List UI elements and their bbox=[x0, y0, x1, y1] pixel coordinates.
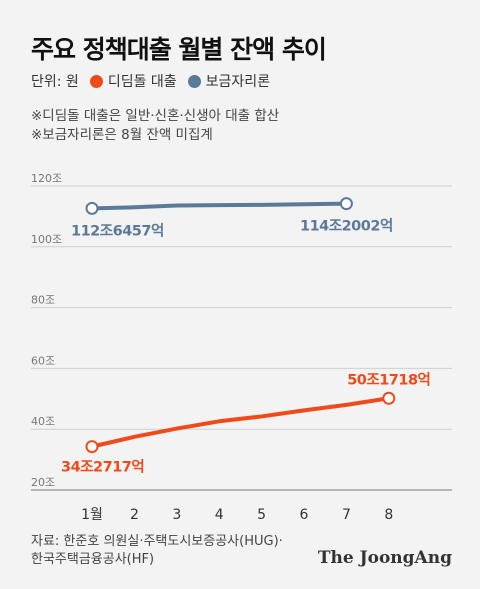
y-tick-label: 40조 bbox=[31, 415, 55, 428]
note-1: ※디딤돌 대출은 일반·신혼·신생아 대출 합산 bbox=[31, 108, 280, 124]
data-label: 50조1718억 bbox=[347, 370, 430, 388]
data-point bbox=[339, 197, 353, 211]
data-label: 112조6457억 bbox=[71, 221, 164, 239]
x-tick-label: 7 bbox=[342, 507, 351, 523]
legend: 단위: 원 디딤돌 대출 보금자리론 bbox=[31, 71, 270, 91]
source-line-1: 자료: 한준호 의원실·주택도시보증공사(HUG)· bbox=[31, 534, 283, 549]
y-tick-label: 80조 bbox=[31, 294, 55, 307]
series-line bbox=[90, 396, 391, 449]
y-tick-label: 120조 bbox=[31, 172, 62, 185]
brand-logo: The JoongAng bbox=[317, 548, 452, 568]
y-tick-label: 20조 bbox=[31, 476, 55, 489]
source-line-2: 한국주택금융공사(HF) bbox=[31, 552, 155, 567]
data-point bbox=[382, 391, 396, 405]
x-tick-label: 5 bbox=[257, 507, 266, 523]
legend-swatch-didimdol bbox=[89, 74, 103, 88]
x-tick-label: 8 bbox=[384, 507, 393, 523]
note-2: ※보금자리론은 8월 잔액 미집계 bbox=[31, 127, 213, 143]
y-tick-label: 100조 bbox=[31, 233, 62, 246]
x-tick-label: 3 bbox=[172, 507, 181, 523]
unit-label: 단위: 원 bbox=[31, 74, 79, 90]
legend-label-bogeumjari: 보금자리론 bbox=[205, 74, 271, 90]
legend-swatch-bogeumjari bbox=[187, 74, 201, 88]
data-label: 34조2717억 bbox=[61, 458, 144, 476]
data-point bbox=[85, 440, 99, 454]
chart-title: 주요 정책대출 월별 잔액 추이 bbox=[31, 35, 327, 64]
legend-label-didimdol: 디딤돌 대출 bbox=[107, 74, 177, 90]
source-note: 자료: 한준호 의원실·주택도시보증공사(HUG)· 한국주택금융공사(HF) bbox=[31, 533, 283, 569]
x-tick-label: 4 bbox=[215, 507, 224, 523]
x-tick-label: 6 bbox=[300, 507, 309, 523]
notes: ※디딤돌 대출은 일반·신혼·신생아 대출 합산 ※보금자리론은 8월 잔액 미… bbox=[31, 107, 279, 145]
x-tick-label: 2 bbox=[130, 507, 139, 523]
series-line bbox=[90, 201, 349, 211]
y-tick-label: 60조 bbox=[31, 354, 55, 367]
data-label: 114조2002억 bbox=[300, 217, 393, 235]
data-point bbox=[85, 201, 99, 215]
x-tick-label: 1월 bbox=[81, 507, 103, 523]
